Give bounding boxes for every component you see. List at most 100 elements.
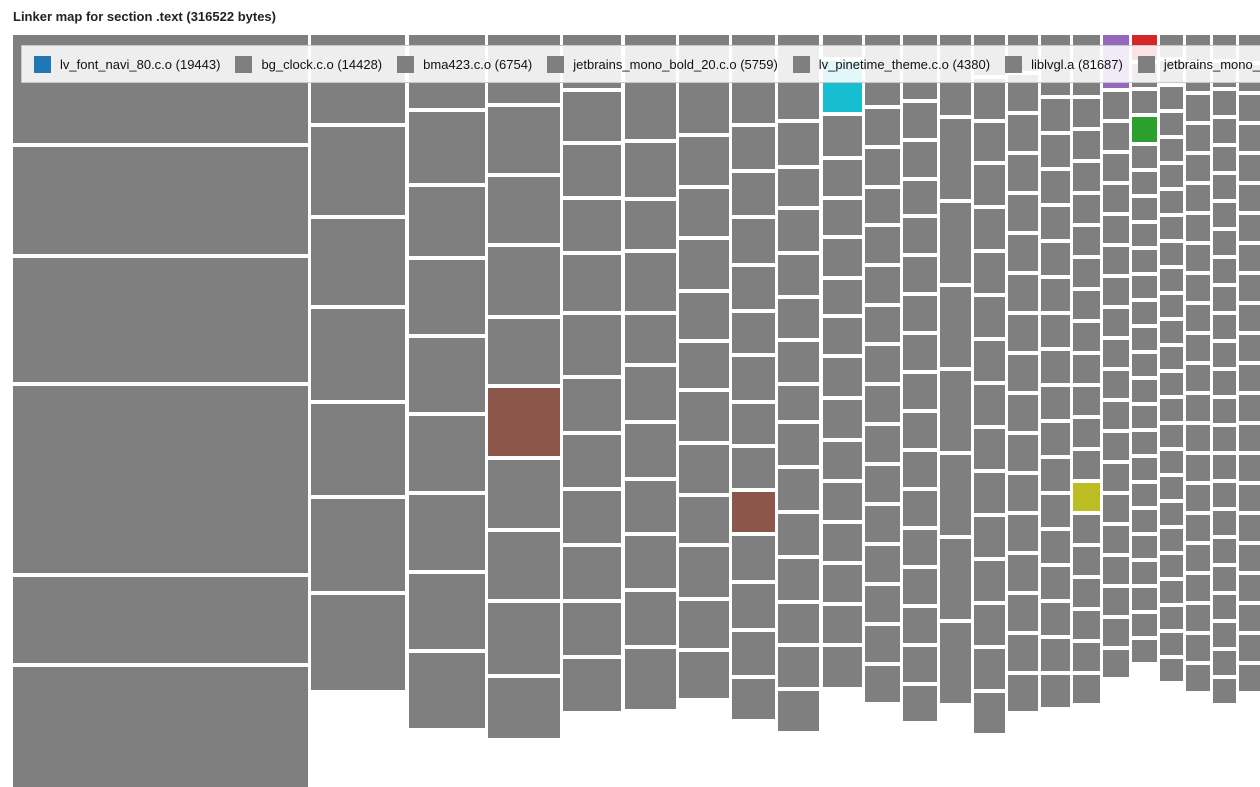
treemap-cell[interactable] xyxy=(865,626,900,662)
treemap-cell[interactable] xyxy=(563,200,621,251)
treemap-cell[interactable] xyxy=(974,253,1005,293)
treemap-cell[interactable] xyxy=(1239,395,1260,421)
treemap-cell[interactable] xyxy=(1213,343,1236,367)
treemap-cell[interactable] xyxy=(1041,567,1070,599)
treemap-cell[interactable] xyxy=(625,424,676,477)
treemap-cell[interactable] xyxy=(974,649,1005,689)
treemap-cell[interactable] xyxy=(1186,335,1210,361)
treemap-cell[interactable] xyxy=(488,247,560,315)
treemap-cell[interactable] xyxy=(1041,243,1070,275)
treemap-cell[interactable] xyxy=(940,455,971,535)
treemap-cell[interactable] xyxy=(1160,113,1183,135)
treemap-cell[interactable] xyxy=(1186,95,1210,121)
treemap-cell[interactable] xyxy=(1073,259,1100,287)
treemap-cell[interactable] xyxy=(563,255,621,311)
treemap-cell[interactable] xyxy=(1160,399,1183,421)
treemap-cell[interactable] xyxy=(732,536,775,580)
treemap-cell[interactable] xyxy=(1160,633,1183,655)
treemap-cell[interactable] xyxy=(679,240,729,289)
treemap-cell[interactable] xyxy=(778,514,819,555)
treemap-cell[interactable] xyxy=(974,517,1005,557)
treemap-cell[interactable] xyxy=(409,187,485,256)
treemap-cell[interactable] xyxy=(732,404,775,444)
treemap-cell[interactable] xyxy=(865,386,900,422)
treemap-cell[interactable] xyxy=(974,693,1005,733)
treemap-cell[interactable] xyxy=(311,404,405,495)
treemap-cell[interactable] xyxy=(1239,215,1260,241)
treemap-cell[interactable] xyxy=(1041,171,1070,203)
treemap-cell[interactable] xyxy=(679,293,729,339)
treemap-cell[interactable] xyxy=(1239,455,1260,481)
treemap-cell[interactable] xyxy=(409,574,485,649)
treemap-cell[interactable] xyxy=(13,667,308,787)
treemap-cell[interactable] xyxy=(974,341,1005,381)
treemap-cell[interactable] xyxy=(1103,526,1129,553)
treemap-cell[interactable] xyxy=(974,561,1005,601)
treemap-cell[interactable] xyxy=(1041,675,1070,707)
treemap-cell[interactable] xyxy=(1160,607,1183,629)
treemap-cell[interactable] xyxy=(778,469,819,510)
treemap-cell[interactable] xyxy=(1160,87,1183,109)
treemap-cell[interactable] xyxy=(1103,650,1129,677)
treemap-cell[interactable] xyxy=(1160,321,1183,343)
treemap-cell[interactable] xyxy=(1041,99,1070,131)
treemap-cell[interactable] xyxy=(1239,365,1260,391)
treemap-cell[interactable] xyxy=(1041,459,1070,491)
treemap-cell[interactable] xyxy=(1073,547,1100,575)
treemap-cell[interactable] xyxy=(903,335,937,370)
treemap-cell[interactable] xyxy=(865,149,900,185)
treemap-cell[interactable] xyxy=(563,491,621,543)
treemap-cell[interactable] xyxy=(1239,95,1260,121)
treemap-cell[interactable] xyxy=(1213,147,1236,171)
treemap-cell[interactable] xyxy=(1132,458,1157,480)
treemap-cell[interactable] xyxy=(1132,614,1157,636)
treemap-cell[interactable] xyxy=(865,426,900,462)
treemap-cell[interactable] xyxy=(1186,515,1210,541)
treemap-cell[interactable] xyxy=(1103,619,1129,646)
treemap-cell[interactable] xyxy=(1073,323,1100,351)
treemap-cell[interactable] xyxy=(778,169,819,206)
treemap-cell[interactable] xyxy=(903,608,937,643)
treemap-cell[interactable] xyxy=(903,452,937,487)
treemap-cell[interactable] xyxy=(1041,135,1070,167)
treemap-cell[interactable] xyxy=(1132,588,1157,610)
treemap-cell[interactable] xyxy=(1186,605,1210,631)
treemap-cell[interactable] xyxy=(1239,425,1260,451)
treemap-cell[interactable] xyxy=(563,435,621,487)
treemap-cell[interactable] xyxy=(563,145,621,196)
treemap-cell[interactable] xyxy=(903,647,937,682)
treemap-cell[interactable] xyxy=(778,299,819,338)
treemap-cell[interactable] xyxy=(311,595,405,690)
treemap-cell[interactable] xyxy=(823,239,862,276)
treemap-cell[interactable] xyxy=(778,647,819,687)
treemap-cell[interactable] xyxy=(865,546,900,582)
treemap-cell[interactable] xyxy=(1008,115,1038,151)
treemap-cell[interactable] xyxy=(940,203,971,283)
treemap-cell[interactable] xyxy=(1103,92,1129,119)
treemap-cell[interactable] xyxy=(1103,154,1129,181)
treemap-cell[interactable] xyxy=(865,109,900,145)
treemap-cell[interactable] xyxy=(13,577,308,663)
treemap-cell[interactable] xyxy=(974,473,1005,513)
treemap-cell[interactable] xyxy=(1186,275,1210,301)
treemap-cell[interactable] xyxy=(778,210,819,251)
treemap-cell[interactable] xyxy=(625,592,676,645)
treemap-cell[interactable] xyxy=(903,413,937,448)
treemap-cell[interactable] xyxy=(1008,475,1038,511)
treemap-cell[interactable] xyxy=(1041,207,1070,239)
treemap-cell[interactable] xyxy=(1103,557,1129,584)
treemap-cell[interactable] xyxy=(1041,639,1070,671)
treemap-cell[interactable] xyxy=(823,524,862,561)
treemap-cell[interactable] xyxy=(1213,399,1236,423)
treemap-cell[interactable] xyxy=(1008,275,1038,311)
treemap-cell[interactable] xyxy=(1132,146,1157,168)
treemap-cell[interactable] xyxy=(1186,635,1210,661)
treemap-cell[interactable] xyxy=(679,445,729,493)
treemap-cell[interactable] xyxy=(679,189,729,236)
treemap-cell[interactable] xyxy=(1186,155,1210,181)
treemap-cell[interactable] xyxy=(823,280,862,314)
treemap-cell[interactable] xyxy=(625,367,676,420)
treemap-cell[interactable] xyxy=(1073,355,1100,383)
treemap-cell[interactable] xyxy=(1041,603,1070,635)
treemap-cell[interactable] xyxy=(563,315,621,375)
